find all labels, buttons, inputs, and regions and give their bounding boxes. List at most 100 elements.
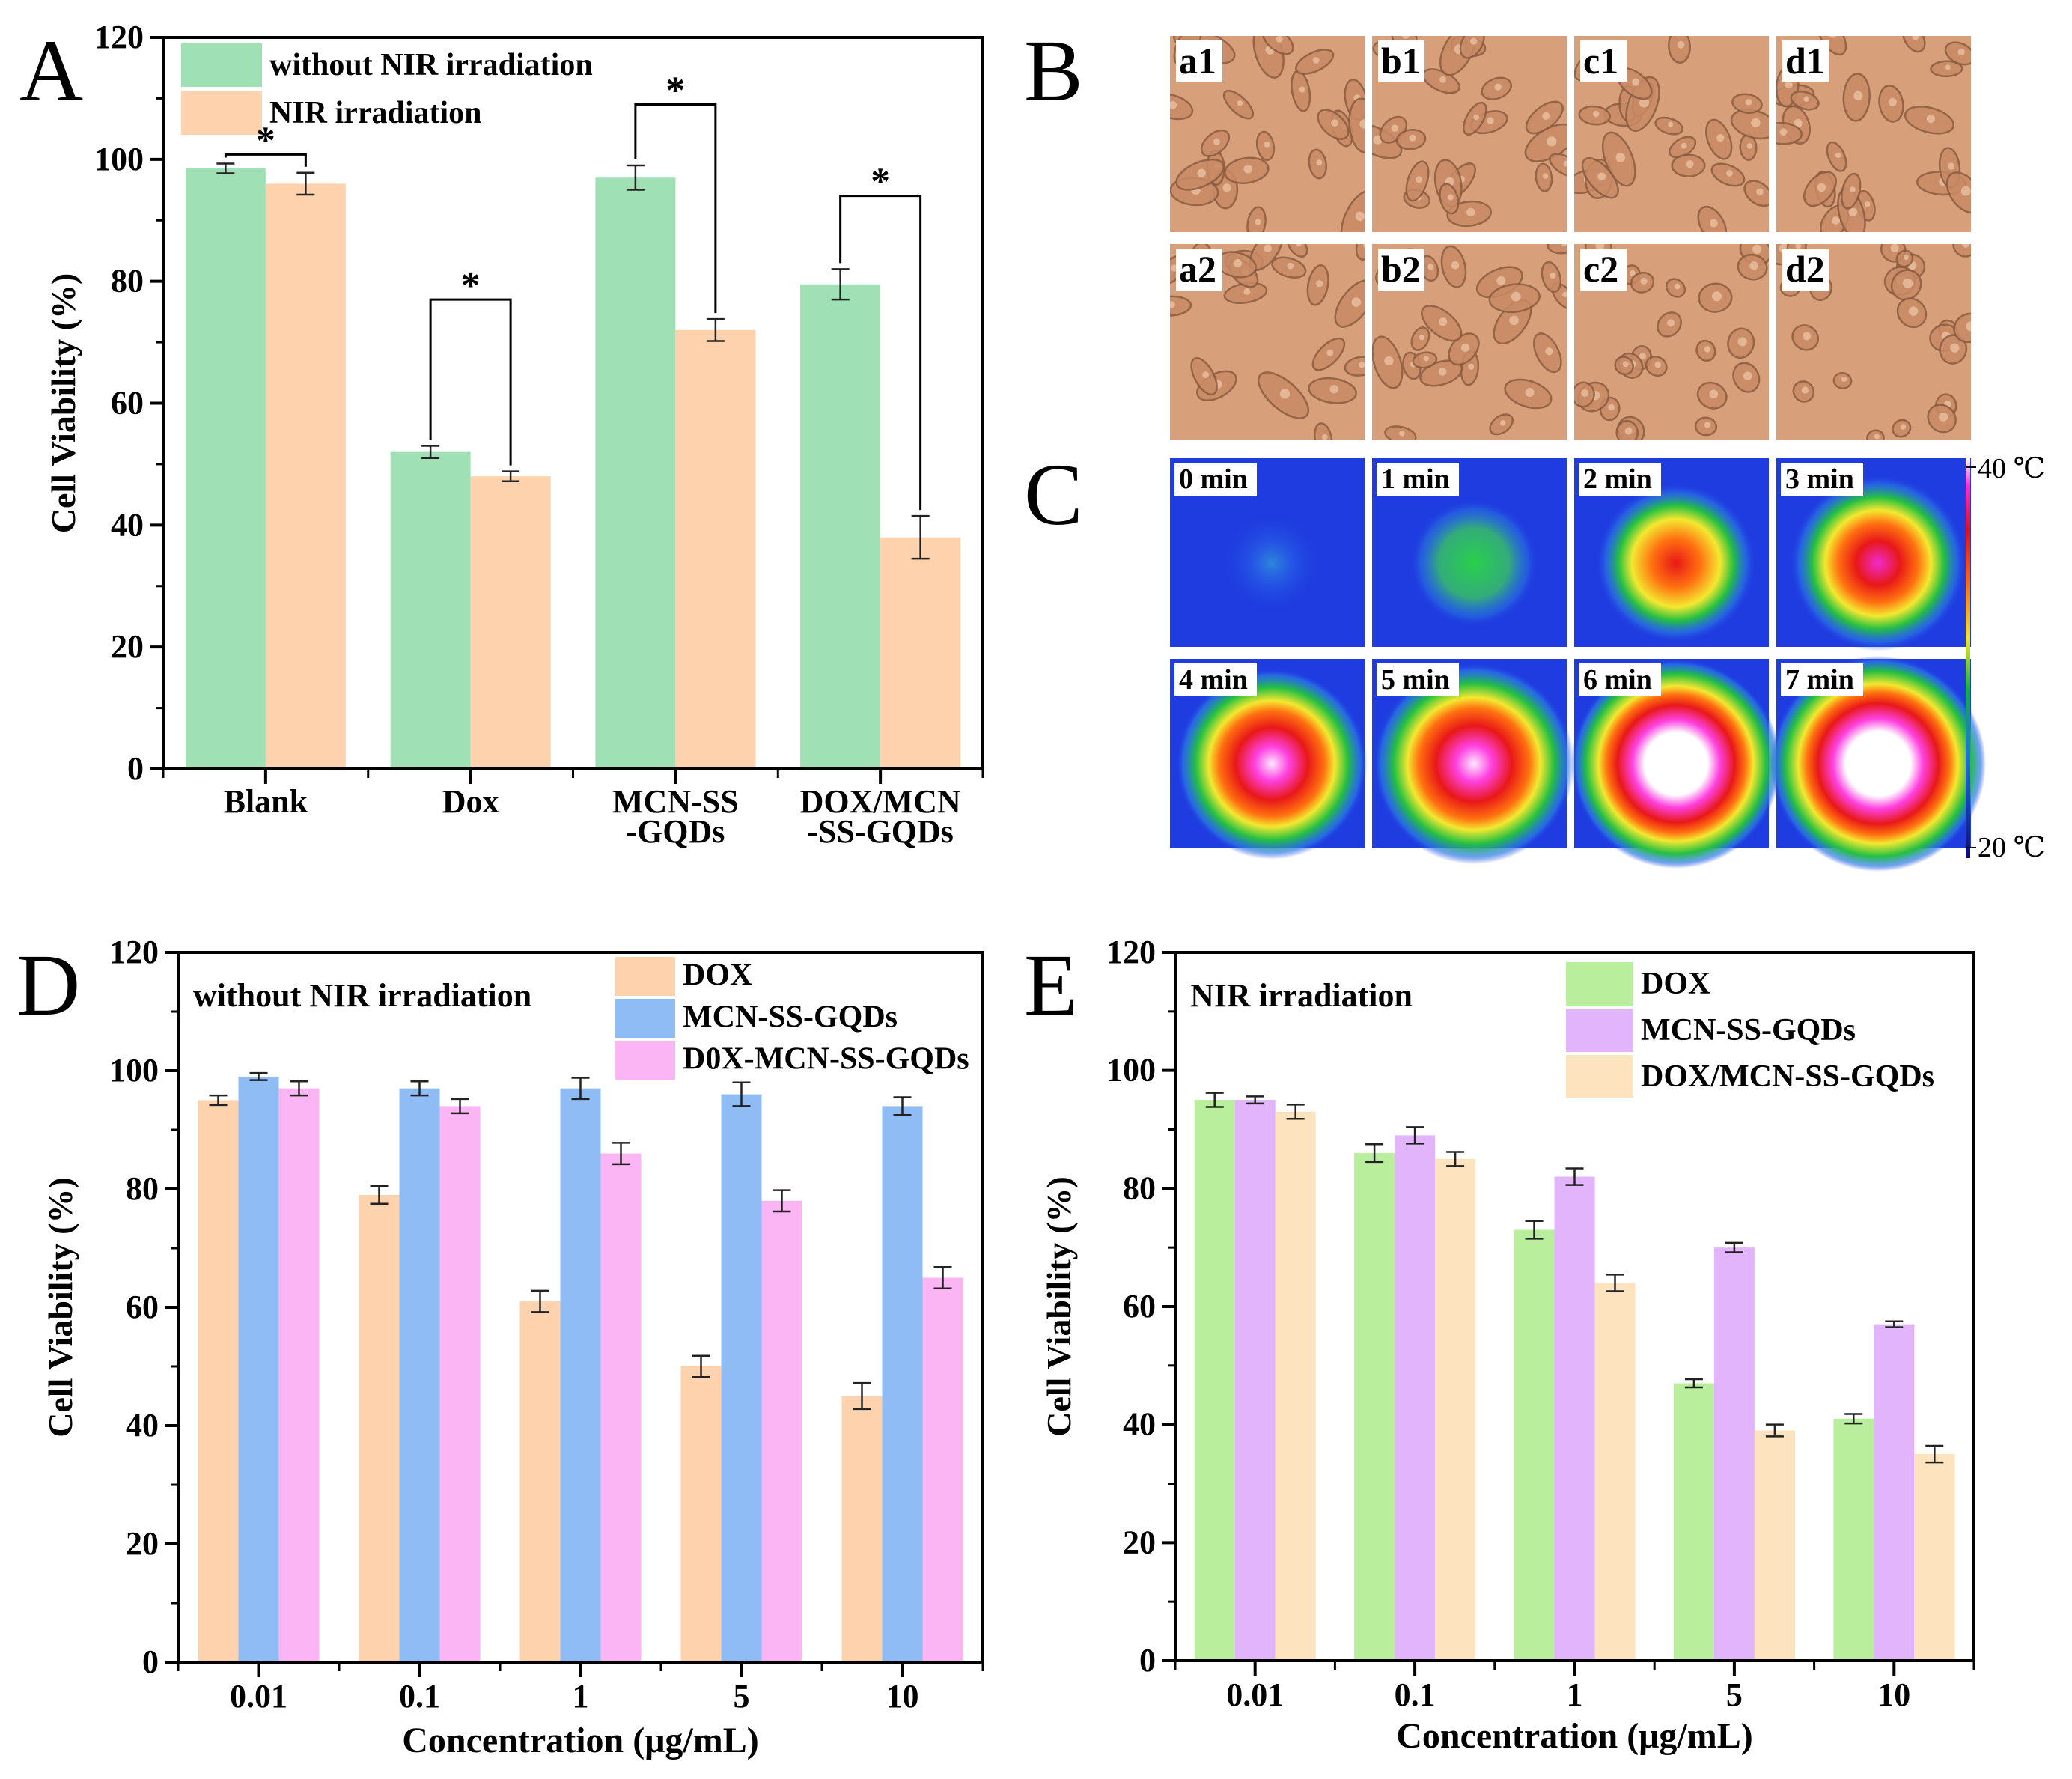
cell-nucleus [1409,134,1416,142]
cell-cluster [1574,244,1769,440]
cell-nucleus [1749,261,1758,270]
x-tick-label: -GQDs [626,813,725,850]
cell-nucleus [1779,128,1788,136]
legend-swatch [615,1041,675,1080]
cell-nucleus [1326,349,1334,356]
bar-D-s2-c4 [922,1277,963,1662]
cell-nucleus [1939,412,1948,422]
significance-star: * [256,119,275,162]
cell-nucleus [1903,278,1913,288]
cell-nucleus [1737,337,1747,347]
micrograph-b1: b1 [1372,36,1567,232]
cell-nucleus [1494,83,1502,91]
y-axis-label: Cell Viability (%) [44,273,82,534]
legend-swatch [1566,1009,1633,1052]
micrograph-label-box [1378,40,1424,82]
cell-nucleus [1299,86,1305,93]
cell-nucleus [1351,297,1362,307]
bar-E-s0-c1 [1354,1153,1395,1661]
cell-nucleus [1595,244,1605,250]
cell-nucleus [1745,98,1752,106]
cell-nucleus [1363,244,1365,248]
cell-nucleus [1255,219,1261,225]
cell-nucleus [1296,244,1302,247]
heat-spot [1770,656,1986,872]
cell-nucleus [1264,244,1272,252]
cell-nucleus [1874,434,1880,440]
cell-nucleus [1593,110,1600,118]
significance-star: * [461,264,481,307]
bar-D-s0-c2 [519,1301,561,1662]
cell-nucleus [1832,216,1841,225]
thermal-time-label: 1 min [1381,463,1450,495]
bar-E-s1-c4 [1874,1324,1915,1661]
cell-nucleus [1331,119,1338,127]
x-tick-label: 5 [1726,1676,1743,1713]
cell-nucleus [1785,81,1793,89]
thermal-label-box [1377,663,1459,696]
micrograph-label-box [1580,40,1627,82]
cell-nucleus [1711,291,1722,302]
cell-nucleus [1677,40,1685,49]
micrograph-a2: a2 [1170,244,1365,440]
y-tick-label: 120 [94,19,144,55]
legend-label: NIR irradiation [269,96,482,130]
cell-nucleus [1438,368,1447,376]
micrograph-d1: d1 [1776,36,1971,232]
bar-E-s0-c2 [1514,1229,1555,1661]
significance-bracket [224,153,307,167]
micrograph-label: a1 [1179,40,1216,82]
bar-D-s2-c1 [439,1106,481,1662]
heat-spot [1571,659,1781,869]
bar-A-s1-c0 [265,183,346,769]
cell-nucleus [1509,315,1519,326]
y-tick-label: 40 [111,506,144,543]
thermal-time-label: 5 min [1381,664,1450,696]
bar-E-s0-c3 [1673,1383,1714,1661]
cell-nucleus [1829,36,1837,38]
cell-nucleus [1950,343,1960,353]
thermal-label-box [1377,463,1459,496]
legend-label: without NIR irradiation [269,48,593,82]
cell-nucleus [1237,100,1243,106]
cell-nucleus [1817,183,1826,192]
y-tick-label: 120 [1106,934,1156,970]
bar-A-s1-c1 [470,476,551,769]
x-tick-label: MCN-SS [612,783,739,820]
cell-nucleus [1841,376,1847,383]
bar-D-s0-c3 [680,1366,722,1662]
thermal-label-box [1579,463,1661,496]
cell-nucleus [1447,194,1454,201]
panel-d-chart: D 0 20 40 60 80 100 120 0.01 0.1 1 5 10 Cell Viabili… [16,934,984,1760]
cell-cluster [1776,244,1971,440]
legend-swatch [1566,1055,1633,1098]
micrograph-label-box [1580,249,1627,291]
bar-A-s0-c3 [800,284,881,769]
y-axis-label: Cell Viability (%) [1040,1176,1078,1437]
panel-c-thermal-images: C 0 min 1 min 2 min 3 min 4 min 5 min 6 min 7 m… [1024,445,2045,872]
cell-nucleus [1622,361,1629,368]
cell-nucleus [1835,152,1841,158]
thermal-label-box [1781,663,1863,696]
cell-nucleus [1608,404,1615,411]
cell-nucleus [1355,211,1365,222]
cell-nucleus [1716,133,1725,142]
cell-nucleus [1525,388,1535,398]
y-tick-label: 80 [111,263,144,299]
bar-E-s2-c1 [1435,1158,1476,1661]
micrograph-label: a2 [1179,248,1216,290]
cell-nucleus [1316,159,1323,165]
bar-D-s1-c1 [399,1088,440,1662]
cell-nucleus [1197,168,1206,177]
bar-D-s2-c2 [600,1153,642,1662]
x-tick-label: Dox [442,783,499,820]
thermal-frame-4: 4 min [1170,659,1368,860]
cell-nucleus [1752,244,1762,254]
micrograph-label-box [1782,40,1829,82]
x-tick-label: 5 [734,1678,750,1715]
x-tick-label: -SS-GQDs [807,813,954,850]
y-tick-label: 100 [94,141,144,177]
thermal-time-label: 3 min [1785,463,1854,495]
cell-nucleus [1756,188,1764,196]
y-axis-label: Cell Viability (%) [41,1177,79,1438]
